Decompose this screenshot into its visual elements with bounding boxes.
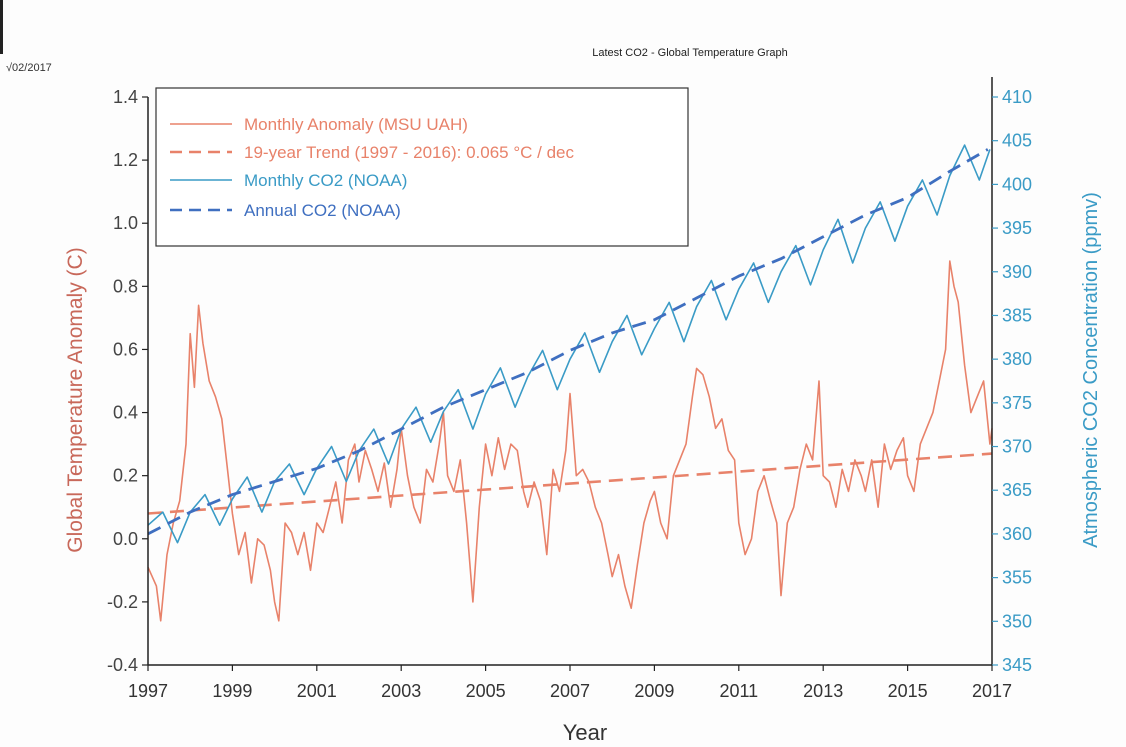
y-right-tick-label: 400	[1002, 174, 1032, 194]
scan-edge-line	[0, 0, 3, 54]
print-date: √02/2017	[6, 62, 52, 74]
x-tick-label: 2005	[466, 681, 506, 701]
y-axis-right-title: Atmospheric CO2 Concentration (ppmv)	[1080, 192, 1102, 548]
x-tick-label: 2007	[550, 681, 590, 701]
legend-box	[155, 87, 689, 247]
y-axis-left-title: Global Temperature Anomaly (C)	[64, 247, 87, 552]
x-tick-label: 2011	[719, 681, 758, 701]
y-left-tick-label: 0.4	[113, 403, 138, 423]
y-right-tick-label: 345	[1002, 655, 1032, 675]
chart-title: Latest CO2 - Global Temperature Graph	[592, 47, 788, 59]
series-line-monthly-co2	[147, 144, 991, 544]
y-right-tick-label: 385	[1002, 305, 1032, 325]
x-tick-label: 2015	[888, 681, 928, 701]
y-right-tick-label: 370	[1002, 437, 1032, 457]
y-left-tick-label: 1.4	[113, 87, 138, 107]
y-right-tick-label: 355	[1002, 568, 1032, 588]
legend-label-trend: 19-year Trend (1997 - 2016): 0.065 °C / …	[244, 143, 574, 162]
x-tick-label: 2003	[381, 681, 421, 701]
y-right-tick-label: 365	[1002, 480, 1032, 500]
y-left-tick-label: 0.6	[113, 339, 138, 359]
y-left-tick-label: 0.2	[113, 466, 138, 486]
y-right-tick-label: 350	[1002, 611, 1032, 631]
y-right-tick-label: 375	[1002, 393, 1032, 413]
series-line-trend	[147, 452, 993, 515]
y-left-tick-label: -0.4	[107, 655, 138, 675]
x-tick-label: 1999	[212, 681, 252, 701]
y-left-tick-label: 1.2	[113, 150, 138, 170]
y-left-tick-label: -0.2	[107, 592, 138, 612]
y-left-tick-label: 1.0	[113, 213, 138, 233]
y-right-tick-label: 380	[1002, 349, 1032, 369]
legend: Monthly Anomaly (MSU UAH) 19-year Trend …	[155, 87, 689, 247]
y-right-tick-label: 360	[1002, 524, 1032, 544]
y-left-tick-label: 0.8	[113, 276, 138, 296]
y-right-tick-label: 390	[1002, 262, 1032, 282]
legend-label-monthly-anomaly: Monthly Anomaly (MSU UAH)	[244, 115, 468, 134]
y-left-tick-label: 0.0	[113, 529, 138, 549]
series-line-monthly-anomaly	[147, 260, 993, 622]
x-tick-label: 1997	[128, 681, 168, 701]
y-right-tick-label: 405	[1002, 131, 1032, 151]
x-tick-label: 2001	[297, 681, 337, 701]
series-line-annual-co2	[147, 148, 989, 536]
legend-label-annual-co2: Annual CO2 (NOAA)	[244, 201, 401, 220]
x-tick-label: 2013	[803, 681, 843, 701]
x-axis-title: Year	[563, 720, 607, 745]
y-right-tick-label: 395	[1002, 218, 1032, 238]
y-right-tick-label: 410	[1002, 87, 1032, 107]
x-tick-label: 2009	[634, 681, 674, 701]
legend-label-monthly-co2: Monthly CO2 (NOAA)	[244, 171, 407, 190]
x-tick-label: 2017	[972, 681, 1012, 701]
